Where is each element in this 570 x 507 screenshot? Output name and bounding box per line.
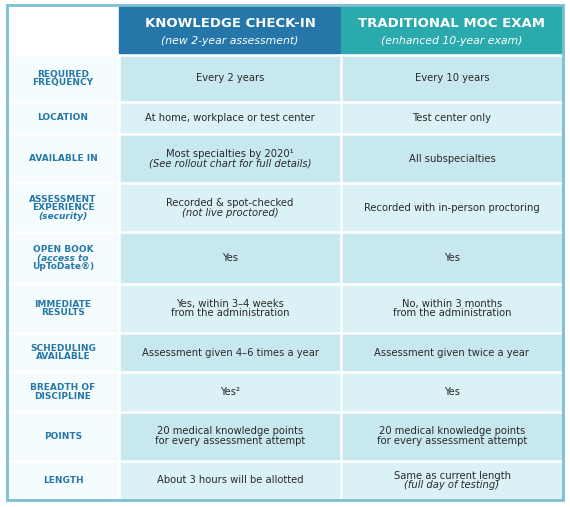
Text: Every 2 years: Every 2 years [196, 74, 264, 84]
Text: REQUIRED: REQUIRED [37, 69, 89, 79]
Text: (enhanced 10-year exam): (enhanced 10-year exam) [381, 37, 523, 47]
Text: TRADITIONAL MOC EXAM: TRADITIONAL MOC EXAM [359, 17, 545, 30]
Bar [341, 372, 563, 412]
Bar [119, 284, 341, 333]
Text: IMMEDIATE: IMMEDIATE [35, 300, 92, 309]
Text: Recorded with in-person proctoring: Recorded with in-person proctoring [364, 203, 540, 213]
Text: POINTS: POINTS [44, 431, 82, 441]
Text: BREADTH OF: BREADTH OF [30, 383, 96, 392]
Bar [119, 333, 341, 372]
Text: At home, workplace or test center: At home, workplace or test center [145, 113, 315, 123]
Bar [119, 232, 341, 284]
Text: RESULTS: RESULTS [41, 308, 85, 317]
Text: Test center only: Test center only [413, 113, 491, 123]
Text: DISCIPLINE: DISCIPLINE [35, 391, 91, 401]
Bar [119, 102, 341, 134]
Text: KNOWLEDGE CHECK-IN: KNOWLEDGE CHECK-IN [145, 17, 315, 30]
Bar [119, 372, 341, 412]
Bar [341, 102, 563, 134]
Text: 20 medical knowledge points: 20 medical knowledge points [157, 426, 303, 437]
Text: Recorded & spot-checked: Recorded & spot-checked [166, 198, 294, 208]
Bar [341, 232, 563, 284]
Text: from the administration: from the administration [393, 308, 511, 318]
Text: from the administration: from the administration [171, 308, 289, 318]
Text: (new 2-year assessment): (new 2-year assessment) [161, 37, 299, 47]
Bar [119, 55, 341, 102]
Text: (See rollout chart for full details): (See rollout chart for full details) [149, 158, 311, 168]
Text: Most specialties by 2020¹: Most specialties by 2020¹ [166, 149, 294, 159]
Text: LENGTH: LENGTH [43, 476, 83, 485]
Bar [341, 333, 563, 372]
Text: Assessment given twice a year: Assessment given twice a year [374, 348, 530, 357]
Text: Yes: Yes [444, 253, 460, 263]
Bar [341, 461, 563, 500]
Bar [119, 5, 341, 55]
Text: SCHEDULING: SCHEDULING [30, 344, 96, 353]
Text: Every 10 years: Every 10 years [415, 74, 489, 84]
Bar [341, 5, 563, 55]
Text: AVAILABLE: AVAILABLE [36, 352, 90, 361]
Text: (access to: (access to [37, 254, 89, 263]
Bar [7, 55, 119, 500]
Text: Yes: Yes [222, 253, 238, 263]
Text: Assessment given 4–6 times a year: Assessment given 4–6 times a year [141, 348, 319, 357]
Text: All subspecialties: All subspecialties [409, 154, 495, 164]
Bar [341, 183, 563, 232]
Bar [119, 412, 341, 461]
Text: Yes²: Yes² [220, 387, 240, 397]
Text: Same as current length: Same as current length [393, 470, 511, 481]
Bar [341, 412, 563, 461]
Text: for every assessment attempt: for every assessment attempt [377, 436, 527, 446]
Text: (full day of testing): (full day of testing) [405, 480, 499, 490]
Text: ASSESSMENT: ASSESSMENT [29, 195, 97, 204]
Text: 20 medical knowledge points: 20 medical knowledge points [379, 426, 525, 437]
Bar [341, 284, 563, 333]
Text: Yes: Yes [444, 387, 460, 397]
Text: AVAILABLE IN: AVAILABLE IN [28, 154, 97, 163]
Text: UpToDate®): UpToDate®) [32, 262, 94, 271]
Bar [341, 134, 563, 183]
Bar [341, 55, 563, 102]
Text: (not live proctored): (not live proctored) [182, 207, 278, 218]
Text: About 3 hours will be allotted: About 3 hours will be allotted [157, 476, 303, 485]
Text: FREQUENCY: FREQUENCY [32, 78, 93, 87]
Bar [119, 183, 341, 232]
Bar [119, 134, 341, 183]
Text: (security): (security) [38, 212, 88, 221]
Text: EXPERIENCE: EXPERIENCE [32, 203, 94, 212]
Text: No, within 3 months: No, within 3 months [402, 299, 502, 309]
Bar [119, 461, 341, 500]
Text: for every assessment attempt: for every assessment attempt [155, 436, 305, 446]
Text: Yes, within 3–4 weeks: Yes, within 3–4 weeks [176, 299, 284, 309]
Text: OPEN BOOK: OPEN BOOK [32, 245, 93, 254]
Text: LOCATION: LOCATION [38, 114, 88, 123]
